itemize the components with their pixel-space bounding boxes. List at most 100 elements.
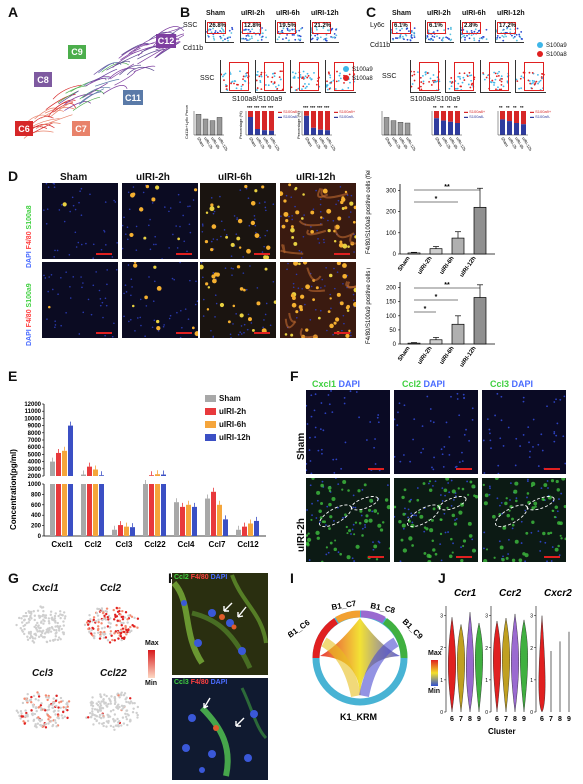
- y-tick-label: 1000: [28, 482, 42, 488]
- nucleus: [82, 282, 84, 284]
- violin: [457, 624, 465, 713]
- cell-point: [125, 628, 128, 632]
- f-micrograph: [306, 390, 390, 474]
- chart-ylabel: F4/80/S100a9 positive cells (field): [366, 268, 372, 344]
- cell-point: [47, 617, 51, 620]
- positive-signal: [549, 531, 553, 535]
- facs-event: [325, 85, 328, 88]
- nucleus: [310, 226, 312, 228]
- cell-point: [42, 622, 45, 625]
- cell-point: [34, 706, 38, 710]
- positive-signal: [311, 478, 315, 480]
- positive-cell: [341, 207, 345, 210]
- nucleus: [407, 508, 410, 511]
- facs-event: [482, 36, 485, 38]
- nucleus: [366, 439, 368, 441]
- cell-point: [56, 621, 59, 625]
- panel-label-a: A: [8, 4, 19, 20]
- i-node-c7: B1_C7: [331, 599, 358, 612]
- nucleus: [145, 305, 148, 307]
- cell-point: [122, 722, 126, 725]
- facs-event: [256, 87, 259, 89]
- tubule-outline: [280, 249, 304, 255]
- cell-point: [31, 703, 35, 707]
- facs-event: [491, 79, 494, 82]
- nucleus: [161, 258, 163, 259]
- bar: [451, 323, 465, 345]
- x-tick-label: 7: [504, 716, 508, 723]
- nucleus: [461, 460, 464, 463]
- bar: [112, 529, 117, 536]
- velocity-streamline: [83, 82, 108, 98]
- nucleus: [56, 249, 59, 252]
- nucleus: [327, 551, 330, 554]
- y-tick-label: 2: [485, 646, 488, 652]
- cell-point: [110, 634, 113, 637]
- g-umap-plot: [80, 597, 144, 653]
- nucleus: [354, 506, 357, 509]
- nucleus: [74, 231, 77, 234]
- facs-event: [468, 33, 470, 36]
- nucleus: [102, 316, 104, 319]
- nucleus: [332, 333, 334, 336]
- cell-point: [120, 724, 123, 727]
- nucleus: [529, 450, 531, 453]
- facs-event: [399, 29, 401, 32]
- scale-bar: [334, 253, 350, 255]
- y-tick-label: 3: [485, 614, 488, 620]
- nucleus: [306, 423, 309, 425]
- nucleus: [103, 230, 106, 233]
- nucleus: [287, 262, 289, 265]
- facs-event: [205, 30, 207, 33]
- positive-signal: [531, 520, 535, 524]
- facs-event: [258, 75, 261, 78]
- nucleus: [311, 502, 313, 505]
- tubule-outline: [306, 267, 322, 281]
- nucleus: [317, 238, 319, 240]
- cell-point: [93, 713, 96, 717]
- nucleus: [353, 251, 355, 253]
- cell-point: [91, 704, 95, 708]
- cell-point: [62, 611, 66, 614]
- cell-point: [127, 701, 130, 704]
- facs-event: [470, 34, 473, 37]
- cell-point: [26, 638, 30, 641]
- cell-point: [48, 704, 51, 707]
- nucleus: [115, 268, 118, 271]
- violin: [493, 620, 501, 713]
- cell-point: [119, 629, 122, 633]
- cell-point: [88, 613, 91, 617]
- cell-point: [54, 713, 57, 716]
- cell-point: [124, 715, 128, 719]
- b-bar-charts: Cd11b+Ly6c Percentage(%)ShamuIRI-2huIRI-…: [184, 105, 356, 152]
- bar: [195, 113, 202, 136]
- positive-cell: [261, 185, 265, 189]
- bar-upper-segment: [99, 475, 104, 476]
- nucleus: [509, 482, 512, 485]
- nucleus: [239, 189, 242, 191]
- nucleus: [463, 433, 466, 436]
- facs-event: [260, 39, 263, 41]
- y-tick-label: 4000: [28, 460, 42, 466]
- nucleus: [497, 472, 500, 474]
- facs-event: [470, 79, 473, 82]
- panel-label-i: I: [290, 570, 294, 586]
- velocity-streamline: [58, 90, 79, 105]
- g-scale-min: Min: [145, 680, 158, 687]
- stacked-bar-positive: [262, 111, 267, 131]
- nucleus: [308, 449, 311, 452]
- velocity-streamline: [72, 96, 101, 111]
- facs-event: [329, 82, 332, 85]
- cell-point: [132, 625, 136, 628]
- nucleus: [489, 439, 492, 442]
- bar-lower-segment: [93, 484, 98, 536]
- nucleus: [456, 398, 459, 400]
- cell-point: [104, 636, 108, 639]
- nucleus: [54, 320, 56, 322]
- cluster-chip-c11: C11: [123, 90, 143, 105]
- cell-point: [23, 623, 27, 627]
- nucleus: [98, 289, 101, 292]
- e-cytokine-chart: Concentration(pg/ml)12000110001000090008…: [9, 402, 266, 549]
- nucleus: [337, 483, 340, 486]
- cell-point: [61, 716, 64, 720]
